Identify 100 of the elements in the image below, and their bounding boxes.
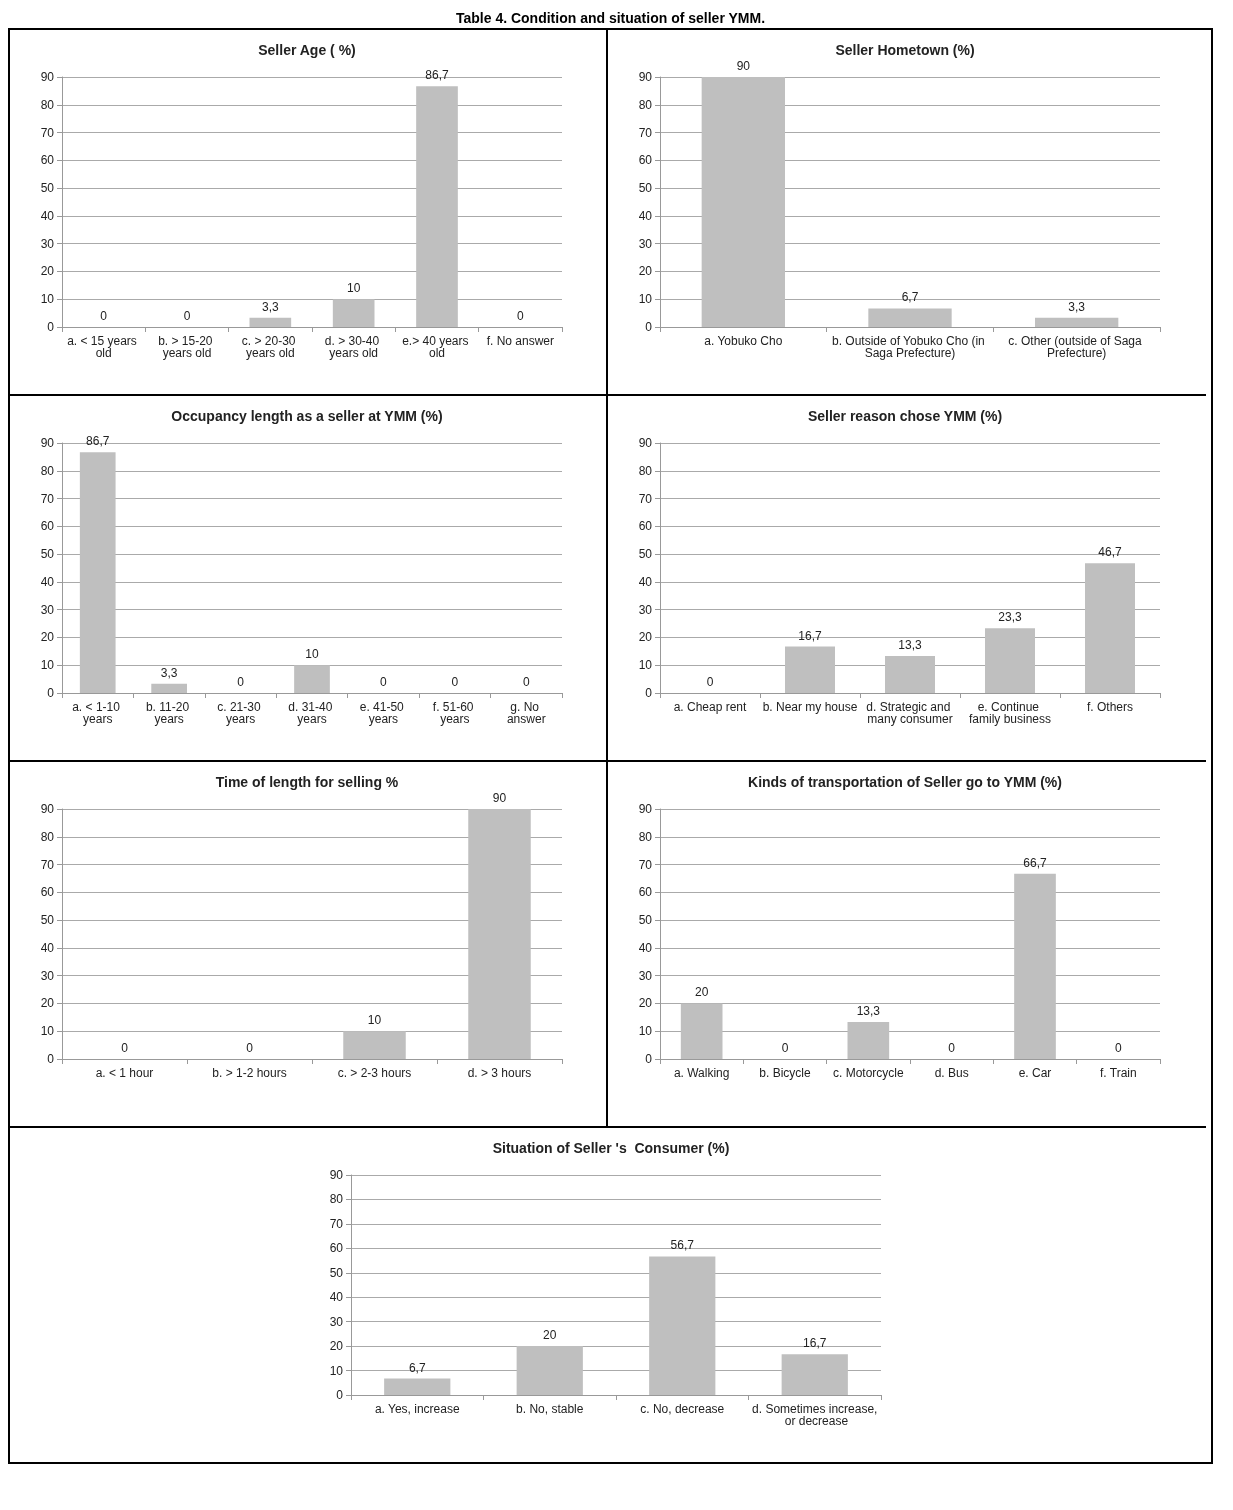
chart-title: Kinds of transportation of Seller go to YMM (%): [748, 774, 1062, 790]
y-tick-label: 0: [645, 1052, 653, 1066]
x-tick-label: b. Bicycle: [759, 1066, 811, 1080]
y-tick-label: 90: [638, 70, 653, 84]
chart-title: Seller reason chose YMM (%): [807, 408, 1003, 424]
y-tick-label: 60: [638, 519, 653, 534]
x-tick-label: a. Walking: [673, 1066, 730, 1080]
y-tick-label: 80: [329, 1192, 343, 1207]
y-tick-label: 80: [40, 829, 55, 844]
data-label: 3,3: [160, 665, 178, 680]
x-tick-label: e. 41-50 years: [359, 700, 408, 726]
chart-title: Seller Age ( %): [258, 42, 356, 58]
y-tick-label: 70: [40, 857, 55, 872]
y-tick-label: 90: [638, 436, 653, 450]
data-label: 0: [100, 309, 108, 323]
data-label: 10: [305, 647, 319, 662]
y-tick-label: 10: [329, 1363, 343, 1378]
y-tick-label: 20: [638, 996, 653, 1011]
data-label: 3,3: [261, 299, 279, 314]
y-tick-label: 60: [40, 153, 55, 168]
y-tick-label: 70: [638, 857, 653, 872]
data-label: 0: [380, 675, 388, 689]
data-label: 90: [492, 791, 507, 805]
y-tick-label: 70: [638, 491, 653, 506]
y-tick-label: 60: [638, 885, 653, 900]
y-tick-label: 50: [40, 913, 55, 928]
y-tick-label: 20: [638, 264, 653, 279]
x-tick-label: b. > 1-2 hours: [212, 1066, 287, 1080]
x-tick-label: e.> 40 years old: [402, 334, 472, 360]
data-label: 90: [736, 59, 751, 73]
y-tick-label: 60: [638, 153, 653, 168]
x-tick-label: g. No answer: [506, 700, 546, 726]
chart-title: Situation of Seller 's Consumer (%): [492, 1140, 729, 1156]
data-label: 0: [237, 675, 245, 689]
y-tick-label: 40: [638, 208, 653, 223]
y-tick-label: 80: [638, 463, 653, 478]
x-tick-label: b. Outside of Yobuko Cho (in Saga Prefecture): [831, 334, 989, 360]
y-tick-label: 20: [638, 630, 653, 645]
x-tick-label: c. Motorcycle: [832, 1066, 904, 1080]
y-tick-label: 10: [40, 1024, 55, 1039]
y-tick-label: 90: [40, 70, 55, 84]
data-label: 66,7: [1023, 855, 1047, 870]
y-tick-label: 0: [645, 320, 653, 334]
data-label: 0: [522, 675, 530, 689]
y-tick-label: 20: [40, 630, 55, 645]
y-tick-label: 30: [638, 968, 653, 983]
y-tick-label: 10: [40, 658, 55, 673]
y-tick-label: 0: [47, 686, 55, 700]
x-tick-label: f. Others: [1086, 700, 1134, 714]
y-tick-label: 20: [40, 996, 55, 1011]
chart-title: Time of length for selling %: [215, 774, 399, 790]
x-tick-label: d. Strategic and many consumer: [866, 700, 954, 726]
y-tick-label: 80: [638, 829, 653, 844]
x-tick-label: d. 31-40 years: [288, 700, 336, 726]
y-tick-label: 10: [638, 658, 653, 673]
y-tick-label: 90: [40, 436, 55, 450]
y-tick-label: 50: [638, 913, 653, 928]
y-tick-label: 10: [638, 1024, 653, 1039]
data-label: 23,3: [998, 610, 1022, 625]
chart-title: Seller Hometown (%): [835, 42, 975, 58]
y-tick-label: 30: [638, 602, 653, 617]
data-label: 13,3: [898, 638, 922, 653]
y-tick-label: 90: [638, 802, 653, 816]
data-label: 6,7: [901, 290, 919, 305]
x-tick-label: a. < 1-10 years: [72, 700, 124, 726]
data-label: 20: [542, 1328, 557, 1343]
y-tick-label: 20: [329, 1339, 343, 1354]
x-tick-label: c. 21-30 years: [217, 700, 264, 726]
y-tick-label: 30: [638, 236, 653, 251]
y-tick-label: 40: [40, 208, 55, 223]
data-label: 0: [516, 309, 524, 323]
y-tick-label: 0: [335, 1388, 343, 1402]
data-label: 16,7: [798, 628, 822, 643]
y-tick-label: 40: [638, 940, 653, 955]
y-tick-label: 90: [40, 802, 55, 816]
y-tick-label: 80: [40, 463, 55, 478]
x-tick-label: a. Yes, increase: [374, 1402, 460, 1416]
x-tick-label: c. > 20-30 years old: [241, 334, 299, 360]
data-label: 10: [346, 281, 361, 296]
x-tick-label: f. Train: [1099, 1066, 1137, 1080]
y-tick-label: 10: [40, 292, 55, 307]
y-tick-label: 50: [329, 1265, 343, 1280]
y-tick-label: 40: [638, 574, 653, 589]
y-tick-label: 10: [638, 292, 653, 307]
x-tick-label: e. Continue family business: [968, 700, 1052, 726]
y-tick-label: 0: [47, 1052, 55, 1066]
x-tick-label: e. Car: [1018, 1066, 1052, 1080]
x-tick-label: b. Near my house: [762, 700, 858, 714]
x-tick-label: a. < 15 years old: [67, 334, 141, 360]
x-tick-label: f. No answer: [486, 334, 555, 348]
data-label: 20: [694, 985, 709, 1000]
y-tick-label: 70: [638, 125, 653, 140]
y-tick-label: 40: [40, 940, 55, 955]
y-tick-label: 80: [638, 97, 653, 112]
y-tick-label: 90: [329, 1168, 343, 1182]
y-tick-label: 80: [40, 97, 55, 112]
y-tick-label: 40: [329, 1290, 343, 1305]
y-tick-label: 0: [645, 686, 653, 700]
data-label: 56,7: [670, 1238, 694, 1253]
y-tick-label: 50: [638, 547, 653, 562]
